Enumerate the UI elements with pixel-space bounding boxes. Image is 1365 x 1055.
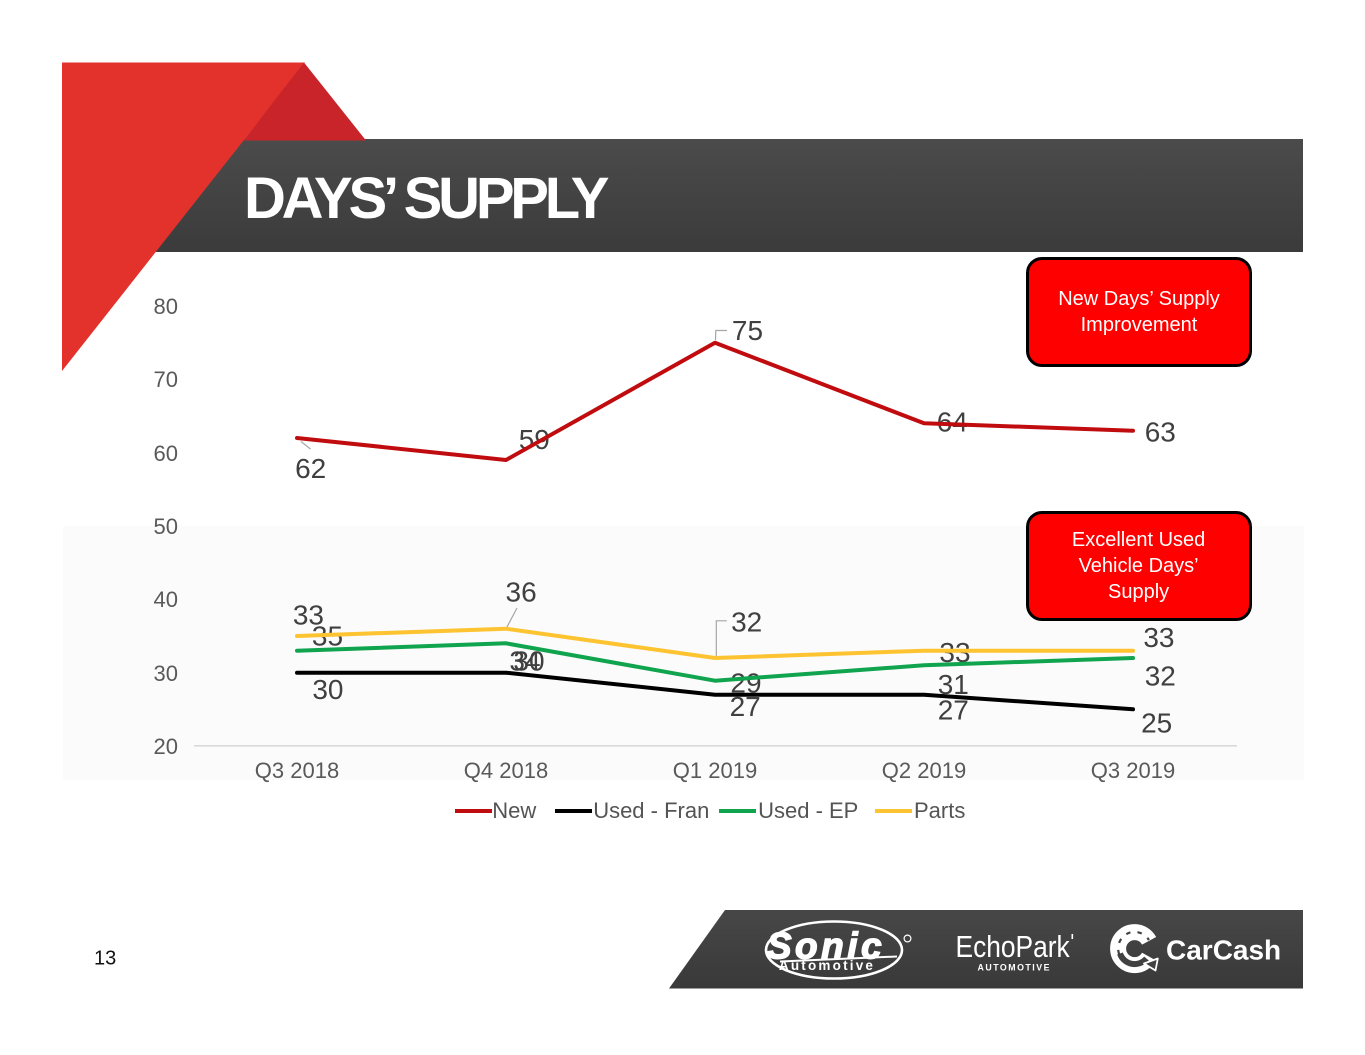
- svg-text:36: 36: [506, 577, 537, 608]
- svg-text:64: 64: [937, 406, 968, 437]
- svg-text:32: 32: [1145, 660, 1176, 691]
- svg-text:62: 62: [295, 453, 326, 484]
- svg-text:Automotive: Automotive: [779, 958, 875, 973]
- svg-text:EchoPark: EchoPark: [956, 930, 1071, 964]
- svg-text:CarCash: CarCash: [1166, 934, 1281, 965]
- svg-text:33: 33: [293, 599, 324, 630]
- svg-text:32: 32: [731, 607, 762, 638]
- svg-text:25: 25: [1141, 708, 1172, 739]
- svg-text:63: 63: [1145, 416, 1176, 447]
- svg-text:33: 33: [1143, 622, 1174, 653]
- svg-text:30: 30: [312, 674, 343, 705]
- svg-text:34: 34: [509, 646, 540, 677]
- svg-text:75: 75: [732, 315, 763, 346]
- svg-text:AUTOMOTIVE: AUTOMOTIVE: [978, 962, 1052, 972]
- svg-text:27: 27: [938, 694, 969, 725]
